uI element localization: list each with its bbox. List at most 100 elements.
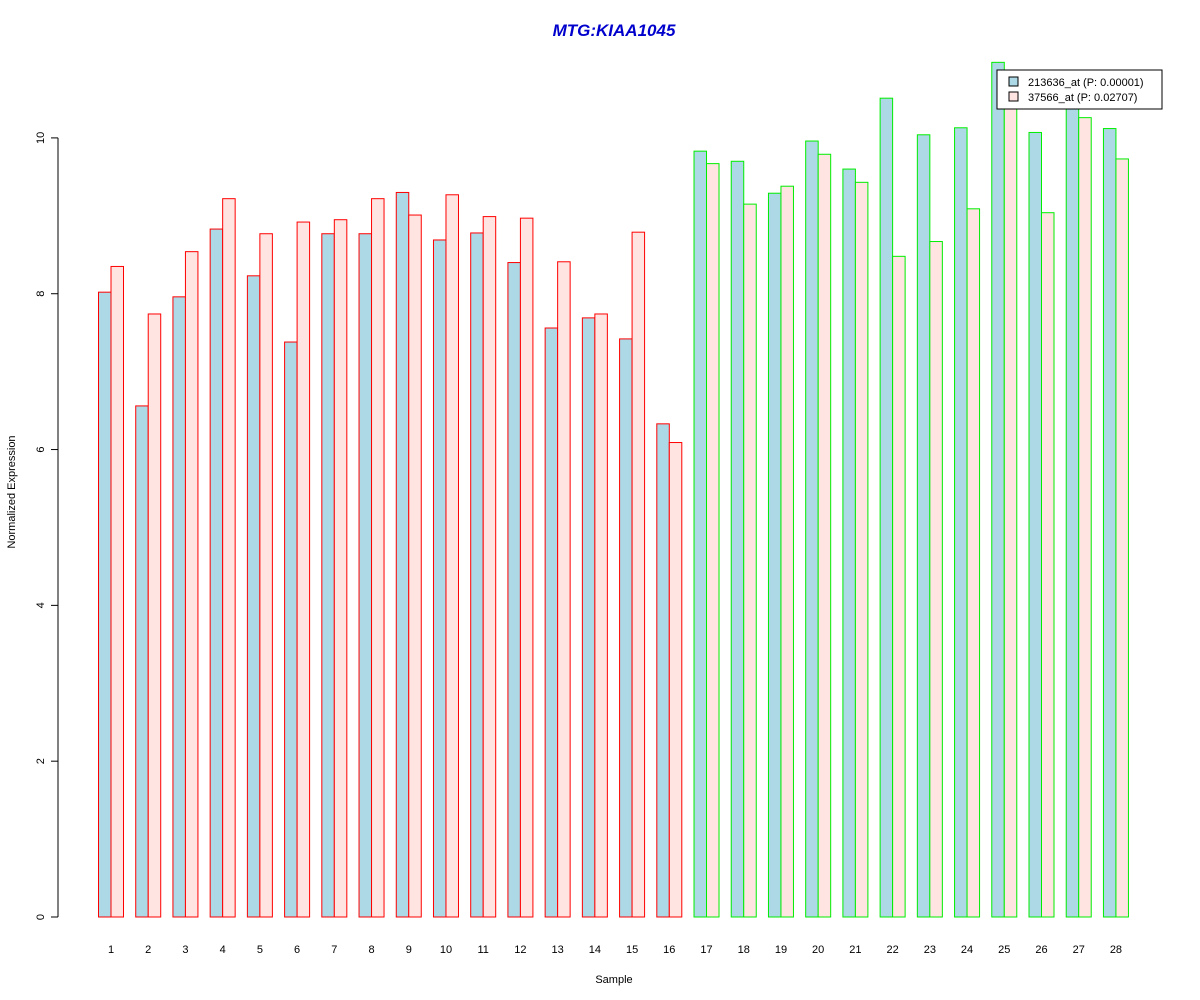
bar-sample-22-series-1 <box>879 97 894 918</box>
x-tick-label-10: 10 <box>440 944 452 956</box>
bar-sample-11-series-2 <box>482 216 497 918</box>
bar-sample-28-series-2 <box>1115 158 1129 918</box>
x-tick-label-15: 15 <box>626 944 638 956</box>
x-tick-label-13: 13 <box>552 944 564 956</box>
bar-sample-24-series-2 <box>966 208 981 918</box>
x-tick-label-19: 19 <box>775 944 787 956</box>
bars-group <box>98 61 1129 918</box>
bar-sample-3-series-1 <box>172 296 186 918</box>
x-tick-label-4: 4 <box>220 944 226 956</box>
bar-sample-16-series-1 <box>656 423 670 918</box>
bar-sample-24-series-1 <box>954 127 968 918</box>
bar-sample-4-series-1 <box>209 228 224 918</box>
bar-sample-14-series-1 <box>581 317 596 918</box>
bar-sample-15-series-1 <box>619 338 633 918</box>
bar-sample-11-series-1 <box>470 232 484 918</box>
y-tick-label: 10 <box>35 132 47 144</box>
bar-sample-20-series-2 <box>817 153 832 918</box>
bar-sample-8-series-2 <box>371 198 385 918</box>
bar-sample-21-series-1 <box>842 168 856 918</box>
bar-sample-27-series-1 <box>1065 97 1080 918</box>
bar-sample-18-series-2 <box>743 203 757 918</box>
y-axis: 0 2 4 6 8 10 <box>35 132 59 920</box>
legend-swatch-series-2 <box>1008 91 1019 102</box>
bar-sample-23-series-2 <box>929 241 943 918</box>
x-tick-label-16: 16 <box>663 944 675 956</box>
x-tick-label-21: 21 <box>849 944 861 956</box>
x-tick-label-22: 22 <box>886 944 898 956</box>
x-tick-label-9: 9 <box>406 944 412 956</box>
bar-sample-5-series-2 <box>259 233 273 918</box>
x-tick-labels: 1 2 3 4 5 6 7 8 9 10 11 12 13 14 15 16 17 18 19 20 21 22 23 24 2… <box>108 944 1122 956</box>
y-tick-label: 4 <box>35 602 47 608</box>
bar-sample-19-series-1 <box>767 192 782 918</box>
x-tick-label-26: 26 <box>1035 944 1047 956</box>
x-tick-label-18: 18 <box>738 944 750 956</box>
bar-sample-27-series-2 <box>1078 117 1092 918</box>
bar-sample-19-series-2 <box>780 185 794 918</box>
bar-sample-16-series-2 <box>668 442 683 918</box>
x-tick-label-20: 20 <box>812 944 824 956</box>
bar-sample-6-series-2 <box>296 221 311 918</box>
x-tick-label-17: 17 <box>700 944 712 956</box>
bar-sample-4-series-2 <box>222 198 236 918</box>
bar-sample-3-series-2 <box>184 251 199 918</box>
bar-sample-23-series-1 <box>916 134 931 918</box>
bar-sample-21-series-2 <box>854 181 869 918</box>
bar-sample-14-series-2 <box>594 313 608 918</box>
x-tick-label-1: 1 <box>108 944 114 956</box>
bar-sample-25-series-1 <box>991 61 1005 918</box>
bar-sample-1-series-2 <box>110 265 124 918</box>
x-tick-label-12: 12 <box>514 944 526 956</box>
bar-sample-1-series-1 <box>98 291 112 918</box>
bar-sample-22-series-2 <box>892 255 906 918</box>
x-tick-label-11: 11 <box>477 944 488 956</box>
legend-label-series-2: 37566_at (P: 0.02707) <box>1028 92 1137 104</box>
bar-sample-7-series-2 <box>333 219 348 918</box>
legend-swatch-series-1 <box>1008 76 1019 87</box>
bar-sample-9-series-2 <box>408 214 422 918</box>
y-tick-label: 2 <box>35 758 47 764</box>
bar-sample-20-series-1 <box>805 140 819 918</box>
bar-sample-10-series-1 <box>432 239 447 918</box>
y-tick-label: 8 <box>35 291 47 297</box>
x-tick-label-27: 27 <box>1073 944 1085 956</box>
legend-box <box>996 69 1163 110</box>
bar-sample-8-series-1 <box>358 233 373 918</box>
x-tick-label-6: 6 <box>294 944 300 956</box>
bar-sample-2-series-2 <box>147 313 162 918</box>
bar-sample-12-series-2 <box>519 217 534 918</box>
x-tick-label-8: 8 <box>368 944 374 956</box>
x-tick-label-28: 28 <box>1110 944 1122 956</box>
bar-sample-17-series-1 <box>693 150 708 918</box>
bar-sample-28-series-1 <box>1102 128 1117 918</box>
bar-sample-15-series-2 <box>631 231 646 918</box>
x-tick-label-24: 24 <box>961 944 973 956</box>
x-tick-label-25: 25 <box>998 944 1010 956</box>
x-tick-label-5: 5 <box>257 944 263 956</box>
x-tick-label-3: 3 <box>182 944 188 956</box>
x-axis-label: Sample <box>595 974 632 986</box>
bar-sample-26-series-1 <box>1028 131 1042 918</box>
legend: 213636_at (P: 0.00001) 37566_at (P: 0.02… <box>996 69 1163 110</box>
bar-sample-5-series-1 <box>246 275 261 918</box>
y-tick-label: 6 <box>35 446 47 452</box>
bar-sample-26-series-2 <box>1041 212 1055 918</box>
x-tick-label-2: 2 <box>145 944 151 956</box>
bar-sample-10-series-2 <box>445 194 459 918</box>
bar-sample-13-series-2 <box>557 261 571 918</box>
bar-sample-12-series-1 <box>507 262 521 918</box>
y-axis-label: Normalized Expression <box>6 435 18 548</box>
bar-sample-25-series-2 <box>1003 99 1018 918</box>
chart-title: MTG:KIAA1045 <box>553 21 676 40</box>
bar-sample-9-series-1 <box>395 191 410 918</box>
bar-sample-2-series-1 <box>135 405 149 918</box>
legend-label-series-1: 213636_at (P: 0.00001) <box>1028 77 1144 89</box>
bar-sample-18-series-1 <box>730 160 745 918</box>
bar-sample-17-series-2 <box>706 163 720 918</box>
x-tick-label-14: 14 <box>589 944 601 956</box>
bar-sample-13-series-1 <box>544 327 559 918</box>
bar-sample-6-series-1 <box>284 341 298 918</box>
x-tick-label-7: 7 <box>331 944 337 956</box>
